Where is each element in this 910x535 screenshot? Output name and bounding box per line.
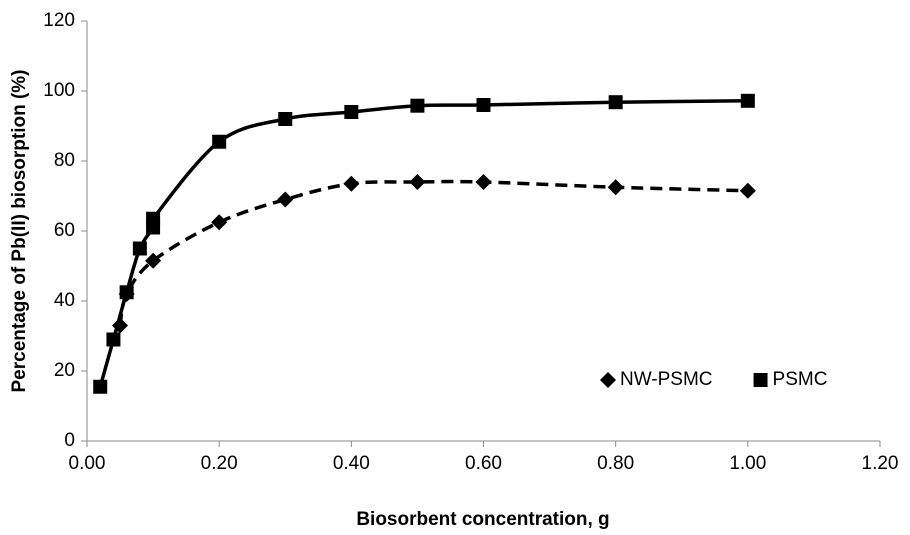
marker bbox=[132, 241, 147, 256]
marker bbox=[740, 93, 755, 108]
marker bbox=[476, 98, 491, 112]
y-tick-label: 80 bbox=[54, 150, 75, 171]
legend-label: NW-PSMC bbox=[620, 369, 713, 390]
series-line bbox=[98, 99, 748, 388]
y-tick-label: 20 bbox=[54, 360, 75, 381]
marker bbox=[475, 174, 492, 190]
x-tick-label: 0.80 bbox=[597, 453, 634, 474]
x-tick-label: 1.00 bbox=[729, 453, 766, 474]
y-tick-label: 100 bbox=[43, 80, 75, 101]
marker bbox=[343, 175, 360, 192]
y-axis-title: Percentage of Pb(II) biosorption (%) bbox=[9, 69, 30, 392]
marker bbox=[344, 105, 359, 119]
series-line bbox=[118, 179, 748, 326]
marker bbox=[145, 252, 162, 269]
marker bbox=[106, 332, 121, 347]
marker bbox=[212, 134, 227, 149]
x-axis-title: Biosorbent concentration, g bbox=[356, 509, 609, 530]
legend-marker bbox=[600, 372, 616, 388]
y-tick-label: 40 bbox=[54, 290, 75, 311]
y-tick-label: 60 bbox=[54, 220, 75, 241]
marker bbox=[278, 112, 293, 126]
marker bbox=[93, 379, 108, 394]
marker bbox=[146, 211, 161, 226]
y-tick-label: 120 bbox=[43, 10, 75, 31]
marker bbox=[277, 191, 294, 208]
x-tick-label: 1.20 bbox=[862, 453, 899, 474]
marker bbox=[739, 182, 756, 199]
legend-marker bbox=[753, 373, 768, 387]
marker bbox=[119, 285, 134, 300]
x-tick-label: 0.60 bbox=[465, 453, 502, 474]
marker bbox=[409, 174, 426, 190]
x-tick-label: 0.20 bbox=[201, 453, 238, 474]
legend-label: PSMC bbox=[773, 369, 828, 390]
y-tick-label: 0 bbox=[64, 430, 75, 451]
x-tick-label: 0.40 bbox=[333, 453, 370, 474]
marker bbox=[607, 179, 624, 196]
marker bbox=[410, 98, 425, 113]
x-tick-label: 0.00 bbox=[69, 453, 106, 474]
marker bbox=[211, 214, 228, 231]
marker bbox=[608, 95, 623, 110]
